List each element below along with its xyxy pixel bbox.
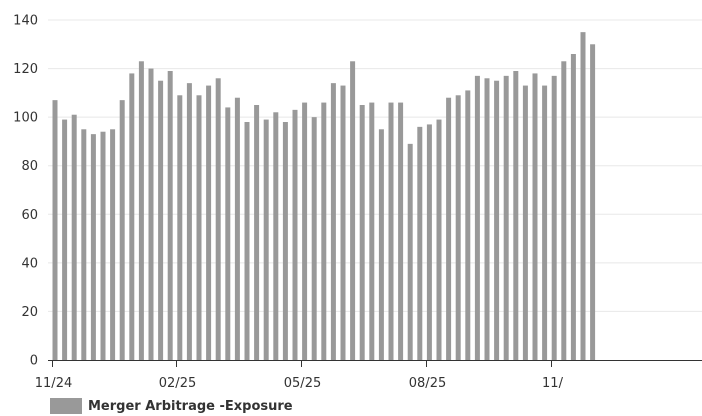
bar [436, 119, 442, 360]
bar [494, 80, 500, 360]
bar [465, 90, 471, 360]
bar [62, 119, 68, 360]
bar [359, 105, 365, 360]
bar [590, 44, 596, 361]
bar [388, 102, 394, 361]
bar [167, 71, 173, 360]
bar [100, 131, 106, 360]
bar [148, 68, 154, 361]
bar [532, 73, 538, 360]
bar [52, 100, 58, 361]
bar [570, 54, 576, 360]
bar [580, 32, 586, 361]
bar [263, 119, 269, 360]
x-tick-label: 05/25 [284, 376, 321, 391]
bar [311, 117, 317, 361]
y-tick-label: 120 [13, 62, 38, 77]
bar [254, 105, 260, 360]
y-tick-label: 80 [21, 159, 38, 174]
bar [321, 102, 327, 361]
x-tick-label: 08/25 [409, 376, 446, 391]
bar [292, 109, 298, 360]
bar [350, 61, 356, 361]
bar [196, 95, 202, 361]
bar [561, 61, 567, 361]
bar [446, 97, 452, 360]
y-tick-label: 40 [21, 256, 38, 271]
y-tick-label: 100 [13, 111, 38, 126]
bar [234, 97, 240, 360]
bar [177, 95, 183, 361]
bar [119, 100, 125, 361]
y-tick-label: 60 [21, 208, 38, 223]
gridlines [48, 19, 702, 312]
bar [282, 122, 288, 360]
bar [407, 143, 413, 360]
bar [474, 75, 480, 360]
bar [129, 73, 135, 360]
x-tick-label: 11/ [542, 376, 564, 391]
bar [417, 126, 423, 360]
bar [244, 122, 250, 360]
bar [81, 129, 87, 360]
bar [484, 78, 490, 361]
bar [455, 95, 461, 361]
legend-label: Merger Arbitrage -Exposure [88, 398, 293, 414]
y-axis-ticks: 0 20 40 60 80 100 120 140 [13, 14, 38, 369]
bar [398, 102, 404, 361]
bar [273, 112, 279, 361]
x-axis-ticks: 11/24 02/25 05/25 08/25 11/ [35, 360, 564, 391]
bar [503, 75, 509, 360]
x-tick-label: 11/24 [35, 376, 72, 391]
y-tick-label: 0 [30, 354, 38, 369]
bar [186, 83, 192, 361]
legend: Merger Arbitrage -Exposure [50, 397, 293, 415]
bar [215, 78, 221, 361]
bar [551, 75, 557, 360]
x-tick-label: 02/25 [159, 376, 196, 391]
bar [90, 134, 96, 360]
bar [206, 85, 212, 361]
bar [522, 85, 528, 361]
bar [302, 102, 308, 361]
bar [378, 129, 384, 360]
bar [330, 83, 336, 361]
y-tick-label: 20 [21, 305, 38, 320]
bar [369, 102, 375, 361]
bar-series [52, 32, 596, 361]
bar [158, 80, 164, 360]
y-tick-label: 140 [13, 14, 38, 29]
bar [110, 129, 116, 360]
bar [513, 71, 519, 360]
bar [138, 61, 144, 361]
bar [542, 85, 548, 361]
bar [225, 107, 231, 360]
bar [340, 85, 346, 361]
bar [71, 114, 77, 360]
bar [426, 124, 432, 360]
legend-swatch [50, 398, 82, 414]
